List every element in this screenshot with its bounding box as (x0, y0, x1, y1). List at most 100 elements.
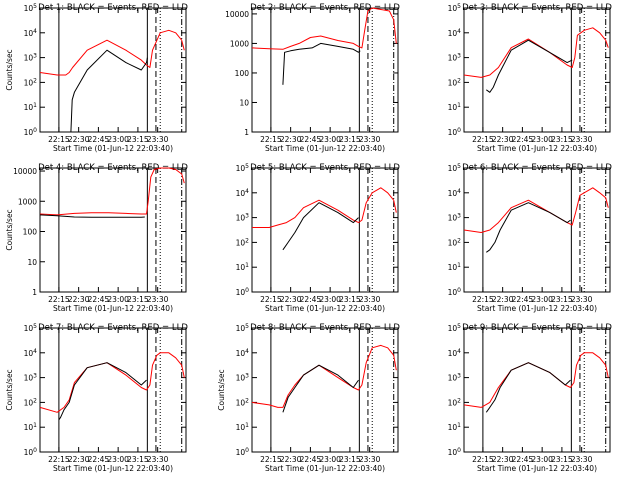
x-tick-label: 22:45 (88, 135, 110, 144)
y-axis-label: Counts/sec (5, 369, 14, 410)
plot-frame (463, 167, 611, 293)
x-tick-label: 22:15 (48, 295, 70, 304)
y-tick-label: 104 (24, 28, 38, 38)
x-tick-label: 22:30 (68, 295, 90, 304)
x-axis-label: Start Time (01-Jun-12 22:03:40) (265, 464, 385, 473)
x-axis-label: Start Time (01-Jun-12 22:03:40) (265, 144, 385, 153)
panel-title: Det 1: BLACK = Events, RED = LLD (38, 3, 188, 13)
x-tick-label: 22:15 (260, 295, 282, 304)
y-tick-label: 104 (236, 188, 250, 198)
panel-title: Det 5: BLACK = Events, RED = LLD (250, 163, 400, 173)
y-tick-label: 103 (236, 373, 250, 383)
panel-title: Det 3: BLACK = Events, RED = LLD (462, 3, 612, 13)
panel-title: Det 6: BLACK = Events, RED = LLD (462, 163, 612, 173)
y-tick-label: 100 (24, 447, 38, 457)
lld-series-line (463, 187, 609, 233)
y-tick-label: 101 (24, 102, 38, 112)
y-tick-label: 101 (448, 262, 462, 272)
detector-panel: Det 2: BLACK = Events, RED = LLD 1 10 100 10… (225, 3, 400, 153)
lld-series-line (39, 29, 185, 76)
detector-panel: Det 5: BLACK = Events, RED = LLD 100 101 10… (236, 163, 401, 313)
detector-panel: Det 1: BLACK = Events, RED = LLD 100 101 10… (5, 3, 188, 153)
events-series-line (39, 214, 145, 218)
x-tick-label: 23:15 (339, 295, 361, 304)
panel-title: Det 9: BLACK = Events, RED = LLD (462, 323, 612, 333)
lld-series-line (39, 167, 185, 216)
y-tick-label: 104 (24, 348, 38, 358)
x-tick-label: 23:15 (551, 295, 573, 304)
y-tick-label: 100 (236, 447, 250, 457)
panel-title: Det 7: BLACK = Events, RED = LLD (38, 323, 188, 333)
x-tick-label: 23:30 (571, 455, 593, 464)
events-series-line (486, 202, 571, 253)
x-tick-label: 22:45 (300, 135, 322, 144)
y-tick-label: 102 (448, 77, 462, 87)
y-tick-label: 100 (23, 228, 38, 237)
detector-panel: Det 4: BLACK = Events, RED = LLD 1 10 100 10… (5, 163, 188, 313)
y-tick-label: 104 (448, 28, 462, 38)
x-tick-label: 23:00 (531, 295, 553, 304)
x-tick-label: 22:30 (68, 135, 90, 144)
y-tick-label: 100 (448, 447, 462, 457)
x-tick-label: 23:00 (319, 295, 341, 304)
x-tick-label: 22:45 (88, 455, 110, 464)
events-series-line (282, 42, 361, 85)
x-tick-label: 23:15 (127, 295, 149, 304)
lld-series-line (39, 352, 185, 413)
y-tick-label: 1 (244, 128, 249, 137)
x-tick-label: 22:15 (48, 135, 70, 144)
lld-series-line (463, 352, 609, 408)
events-series-line (282, 364, 359, 413)
y-tick-label: 10000 (13, 167, 37, 176)
y-tick-label: 10 (27, 258, 37, 267)
x-axis-label: Start Time (01-Jun-12 22:03:40) (53, 464, 173, 473)
events-series-line (486, 39, 573, 93)
x-tick-label: 22:30 (280, 135, 302, 144)
x-tick-label: 22:15 (48, 455, 70, 464)
plot-frame (463, 327, 611, 453)
x-tick-label: 22:15 (472, 295, 494, 304)
detector-panel: Det 3: BLACK = Events, RED = LLD 100 101 10… (448, 3, 613, 153)
events-series-line (58, 362, 147, 421)
y-tick-label: 1000 (230, 39, 249, 48)
lld-series-line (463, 27, 609, 78)
y-axis-label: Counts/sec (5, 209, 14, 250)
y-tick-label: 100 (448, 127, 462, 137)
y-tick-label: 105 (448, 323, 462, 333)
x-tick-label: 23:00 (107, 455, 129, 464)
x-tick-label: 22:45 (88, 295, 110, 304)
x-tick-label: 22:45 (512, 135, 534, 144)
y-tick-label: 101 (24, 422, 38, 432)
y-tick-label: 100 (235, 69, 250, 78)
x-axis-label: Start Time (01-Jun-12 22:03:40) (53, 144, 173, 153)
y-tick-label: 101 (236, 422, 250, 432)
events-series-line (58, 49, 148, 133)
x-tick-label: 23:00 (319, 455, 341, 464)
x-axis-label: Start Time (01-Jun-12 22:03:40) (53, 304, 173, 313)
x-tick-label: 22:15 (472, 455, 494, 464)
x-tick-label: 23:30 (571, 135, 593, 144)
y-tick-label: 100 (236, 287, 250, 297)
y-tick-label: 105 (448, 3, 462, 13)
y-tick-label: 104 (448, 188, 462, 198)
x-tick-label: 23:00 (107, 135, 129, 144)
x-tick-label: 22:30 (492, 295, 514, 304)
x-axis-label: Start Time (01-Jun-12 22:03:40) (477, 304, 597, 313)
plot-frame (251, 7, 399, 133)
x-tick-label: 23:30 (147, 295, 169, 304)
x-tick-label: 22:45 (300, 455, 322, 464)
y-axis-label: Counts/sec (217, 369, 226, 410)
x-tick-label: 23:30 (359, 135, 381, 144)
y-tick-label: 105 (236, 323, 250, 333)
x-tick-label: 23:30 (359, 295, 381, 304)
y-tick-label: 105 (448, 163, 462, 173)
x-axis-label: Start Time (01-Jun-12 22:03:40) (477, 144, 597, 153)
y-tick-label: 105 (24, 323, 38, 333)
panel-title: Det 4: BLACK = Events, RED = LLD (38, 163, 188, 173)
y-tick-label: 101 (236, 262, 250, 272)
plot-frame (463, 7, 611, 133)
x-tick-label: 22:30 (492, 135, 514, 144)
y-tick-label: 103 (24, 53, 38, 63)
x-tick-label: 22:15 (260, 135, 282, 144)
